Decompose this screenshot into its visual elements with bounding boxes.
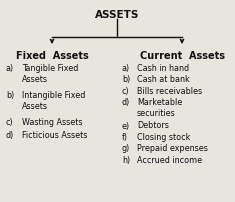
Text: d): d) bbox=[6, 131, 14, 140]
Text: c): c) bbox=[122, 87, 130, 96]
Text: Closing stock: Closing stock bbox=[137, 132, 190, 141]
Text: f): f) bbox=[122, 132, 128, 141]
Text: a): a) bbox=[6, 64, 14, 73]
Text: Accrued income: Accrued income bbox=[137, 155, 202, 164]
Text: Prepaid expenses: Prepaid expenses bbox=[137, 144, 208, 153]
Text: b): b) bbox=[6, 90, 14, 100]
Text: b): b) bbox=[122, 75, 130, 84]
Text: g): g) bbox=[122, 144, 130, 153]
Text: Wasting Assets: Wasting Assets bbox=[22, 117, 82, 126]
Text: Marketable
securities: Marketable securities bbox=[137, 98, 182, 118]
Text: a): a) bbox=[122, 64, 130, 73]
Text: Current  Assets: Current Assets bbox=[140, 51, 224, 61]
Text: Fixed  Assets: Fixed Assets bbox=[16, 51, 88, 61]
Text: Tangible Fixed
Assets: Tangible Fixed Assets bbox=[22, 64, 78, 83]
Text: Bills receivables: Bills receivables bbox=[137, 87, 202, 96]
Text: Intangible Fixed
Assets: Intangible Fixed Assets bbox=[22, 90, 85, 110]
Text: ASSETS: ASSETS bbox=[95, 10, 139, 20]
Text: h): h) bbox=[122, 155, 130, 164]
Text: d): d) bbox=[122, 98, 130, 107]
Text: Ficticious Assets: Ficticious Assets bbox=[22, 131, 87, 140]
Text: Cash in hand: Cash in hand bbox=[137, 64, 189, 73]
Text: Cash at bank: Cash at bank bbox=[137, 75, 190, 84]
Text: c): c) bbox=[6, 117, 14, 126]
Text: e): e) bbox=[122, 121, 130, 130]
Text: Debtors: Debtors bbox=[137, 121, 169, 130]
